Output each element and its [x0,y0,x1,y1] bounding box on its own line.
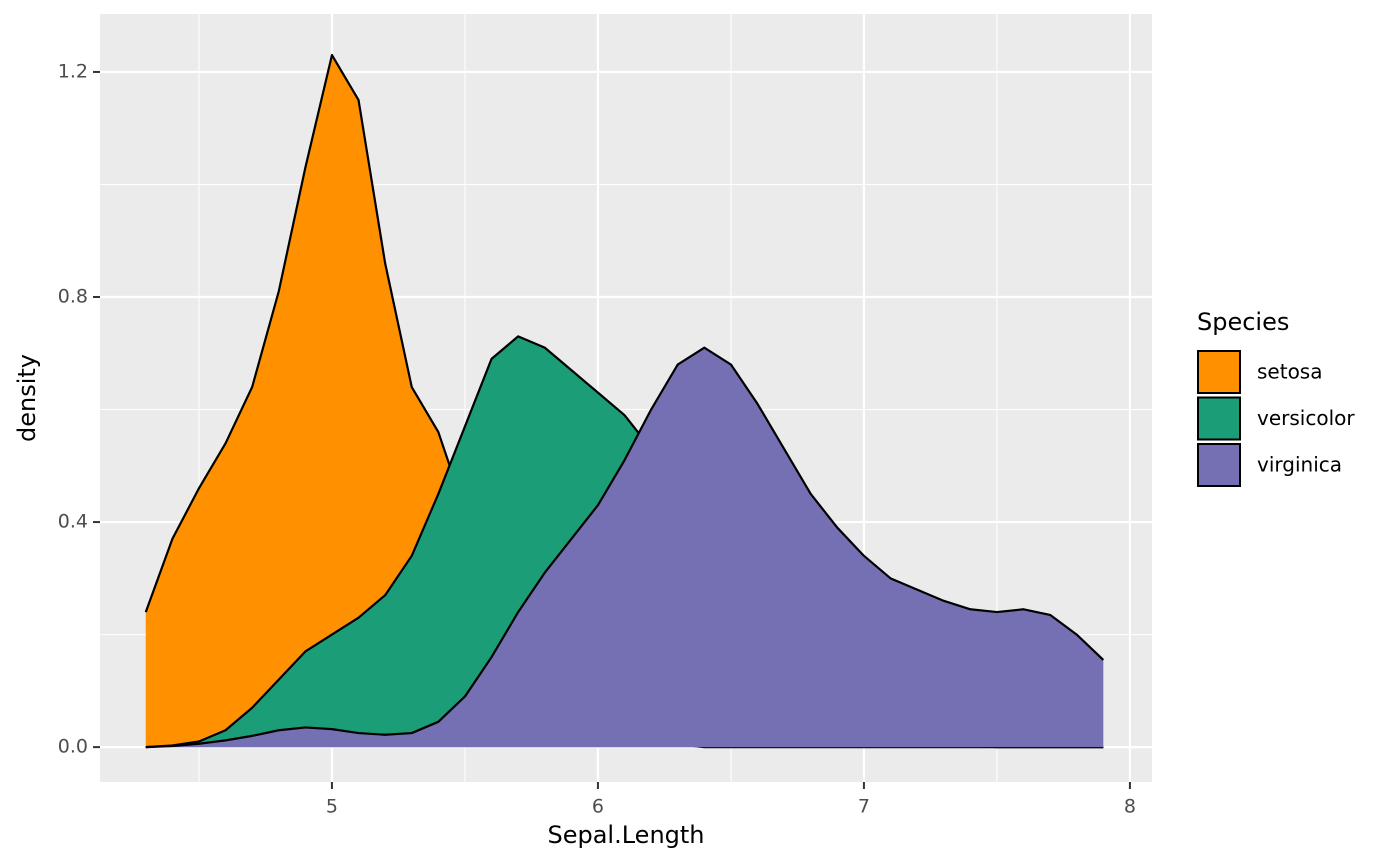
legend-key [1197,350,1241,394]
y-tick-label: 0.4 [58,511,88,533]
legend-label: virginica [1257,453,1342,477]
legend-key [1197,443,1241,487]
legend-label: setosa [1257,360,1322,384]
density-area [145,55,1104,748]
legend-title: Species [1197,308,1289,336]
y-axis-title: density [13,354,41,442]
x-tick-label: 5 [326,796,338,818]
y-tick-label: 0.8 [58,286,88,308]
x-tick-label: 7 [858,796,870,818]
x-tick-label: 8 [1124,796,1136,818]
y-tick-label: 1.2 [58,60,88,82]
density-area [145,347,1104,748]
density-line [145,346,1105,749]
legend-key [1197,396,1241,441]
y-tick-label: 0.0 [58,736,88,758]
x-axis-title: Sepal.Length [547,821,704,849]
legend-label: versicolor [1257,406,1355,430]
x-tick-label: 6 [592,796,604,818]
